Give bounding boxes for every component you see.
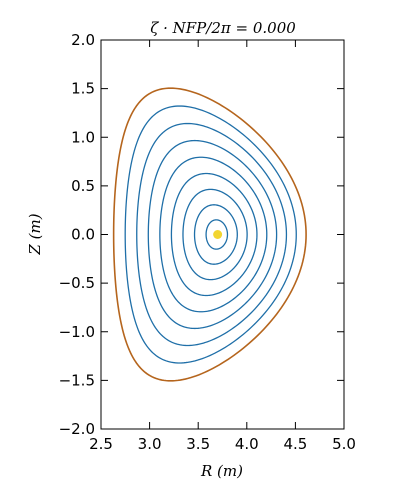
y-tick-label: −0.5 [59, 274, 95, 292]
plot-area [112, 87, 307, 382]
x-tick-label: 2.5 [89, 435, 113, 453]
chart-title: ζ · NFP/2π = 0.000 [150, 19, 296, 37]
axis-ticks: 2.5 3.0 3.5 4.0 4.5 5.0 2.0 1.5 1.0 0.5 0.0 −0.5 −1.… [59, 31, 356, 453]
flux-surface-2 [193, 204, 238, 265]
x-tick-label: 5.0 [332, 435, 356, 453]
flux-surface-6 [147, 139, 278, 330]
x-tick-label: 3.5 [186, 435, 210, 453]
flux-surface-4 [170, 172, 258, 297]
flux-surface-3 [182, 188, 248, 281]
flux-surface-5 [159, 156, 268, 313]
magnetic-axis-point [213, 230, 223, 239]
flux-surface-1 [205, 219, 229, 250]
x-tick-label: 4.0 [235, 435, 259, 453]
y-tick-label: 0.5 [71, 177, 95, 195]
flux-surface-7 [136, 122, 288, 347]
y-tick-label: 1.5 [71, 80, 95, 98]
x-axis-label: R (m) [200, 462, 243, 480]
y-tick-label: −1.0 [59, 323, 95, 341]
flux-surface-8 [124, 105, 297, 364]
x-tick-label: 4.5 [283, 435, 307, 453]
x-tick-label: 3.0 [138, 435, 162, 453]
y-tick-label: −2.0 [59, 420, 95, 438]
y-tick-label: 1.0 [71, 128, 95, 146]
plot-frame [100, 39, 345, 430]
y-tick-label: 2.0 [71, 31, 95, 49]
y-tick-label: −1.5 [59, 371, 95, 389]
boundary [112, 87, 307, 382]
y-axis-label: Z (m) [26, 213, 44, 255]
y-tick-label: 0.0 [71, 226, 95, 244]
